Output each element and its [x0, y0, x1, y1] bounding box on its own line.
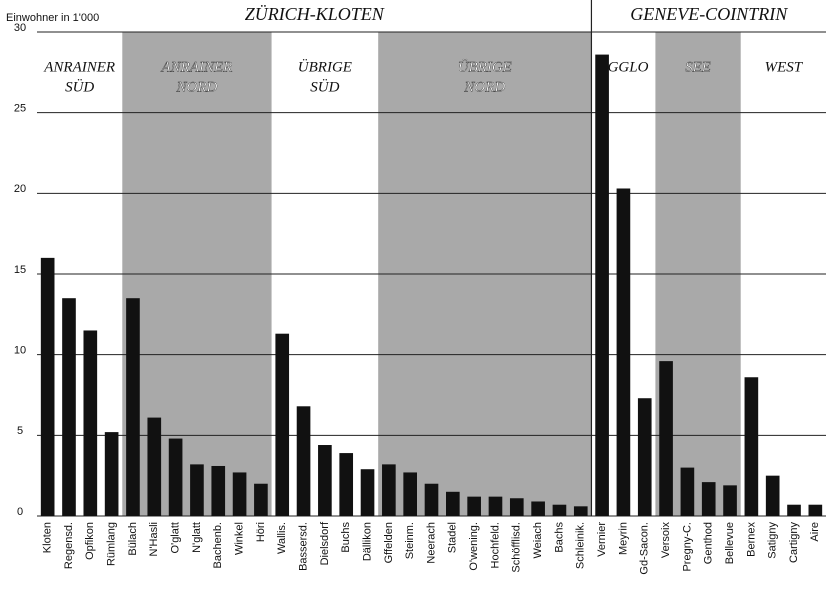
x-tick-label: Höri — [255, 522, 267, 542]
bar — [552, 504, 567, 516]
x-tick-label: Weiach — [532, 522, 544, 558]
bar — [787, 504, 801, 516]
x-tick-label: Bülach — [127, 522, 139, 556]
region-label: SÜD — [310, 78, 339, 95]
group-label: GENEVE-COINTRIN — [630, 4, 788, 24]
x-tick-label: Winkel — [233, 522, 245, 555]
x-tick-label: Bernex — [745, 522, 757, 557]
x-tick-label: Bachenb. — [212, 522, 224, 568]
bar — [488, 496, 503, 516]
x-tick-label: Kloten — [42, 522, 54, 553]
x-tick-label: O'wening. — [468, 522, 480, 571]
x-tick-label: Wallis. — [276, 522, 288, 554]
group-label: ZÜRICH-KLOTEN — [245, 4, 385, 24]
region-label: ANRAINER — [161, 59, 233, 75]
y-tick-label: 20 — [14, 183, 26, 195]
bar — [126, 298, 140, 516]
bar — [403, 472, 417, 516]
y-tick-label: 10 — [14, 345, 26, 357]
x-tick-label: N'glatt — [191, 522, 203, 553]
bar — [382, 464, 396, 516]
bar — [168, 438, 183, 516]
bar — [40, 257, 55, 516]
x-tick-label: Gd-Sacon. — [639, 522, 651, 575]
x-tick-label: O'glatt — [170, 522, 182, 553]
x-tick-label: Dällikon — [361, 522, 373, 561]
bar — [232, 472, 247, 516]
region-label: NORD — [176, 79, 218, 95]
x-tick-label: Schöfflisd. — [511, 522, 523, 573]
bar — [723, 485, 737, 516]
bar — [296, 406, 311, 516]
x-tick-label: Vernier — [596, 522, 608, 557]
x-tick-label: Neerach — [425, 522, 437, 564]
bar — [808, 504, 823, 516]
x-tick-label: Aire — [809, 522, 821, 542]
y-tick-label: 25 — [14, 103, 26, 115]
x-tick-label: Rümlang — [106, 522, 118, 566]
bar — [83, 330, 98, 516]
x-tick-label: Bassersd. — [297, 522, 309, 571]
bar — [339, 453, 354, 516]
bar — [104, 432, 119, 516]
region-label: ANRAINER — [43, 59, 115, 75]
bar — [190, 464, 204, 516]
x-tick-label: Gffelden — [383, 522, 395, 563]
x-tick-label: Meyrin — [617, 522, 629, 555]
region-label: AGGLO — [597, 59, 648, 75]
bar — [637, 398, 652, 516]
x-tick-label: Buchs — [340, 522, 352, 553]
x-tick-label: Genthod — [703, 522, 715, 564]
bar — [531, 501, 545, 516]
bar — [147, 417, 162, 516]
y-tick-label: 0 — [17, 506, 23, 518]
bar — [446, 491, 460, 516]
bar — [573, 506, 588, 516]
x-tick-label: Steinm. — [404, 522, 416, 559]
y-tick-label: 15 — [14, 264, 26, 276]
x-tick-label: Cartigny — [788, 522, 800, 563]
bar — [744, 377, 759, 516]
bar — [211, 465, 226, 516]
bar — [659, 361, 673, 516]
x-tick-label: N'Hasli — [148, 522, 160, 557]
x-tick-label: Regensd. — [63, 522, 75, 569]
bar — [765, 475, 780, 516]
bar — [62, 298, 76, 516]
x-tick-label: Dielsdorf — [319, 521, 331, 565]
x-tick-label: Opfikon — [84, 522, 96, 560]
x-tick-label: Pregny-C. — [681, 522, 693, 572]
bar — [318, 445, 332, 516]
x-tick-label: Satigny — [767, 522, 779, 559]
region-label: ÜBRIGE — [458, 58, 512, 75]
bar — [616, 188, 631, 516]
bar — [360, 469, 375, 516]
y-axis-label: Einwohner in 1'000 — [6, 12, 99, 24]
x-tick-label: Hochfeld. — [489, 522, 501, 568]
x-tick-label: Versoix — [660, 522, 672, 559]
x-tick-label: Schleinik. — [575, 522, 587, 569]
bar — [275, 333, 290, 516]
region-label: WEST — [765, 59, 804, 75]
region-label: ÜBRIGE — [298, 58, 352, 75]
bar — [424, 483, 439, 516]
region-label: SÜD — [65, 78, 94, 95]
bar — [509, 498, 524, 516]
y-tick-label: 5 — [17, 425, 23, 437]
y-tick-label: 30 — [14, 22, 26, 34]
bar — [467, 496, 481, 516]
bar — [595, 54, 609, 516]
x-tick-label: Stadel — [447, 522, 459, 553]
bar — [254, 483, 268, 516]
region-label: SEE — [685, 59, 711, 75]
bar — [701, 482, 716, 516]
region-label: NORD — [463, 79, 505, 95]
x-tick-label: Bellevue — [724, 522, 736, 564]
x-tick-label: Bachs — [553, 522, 565, 553]
bar — [680, 467, 695, 516]
